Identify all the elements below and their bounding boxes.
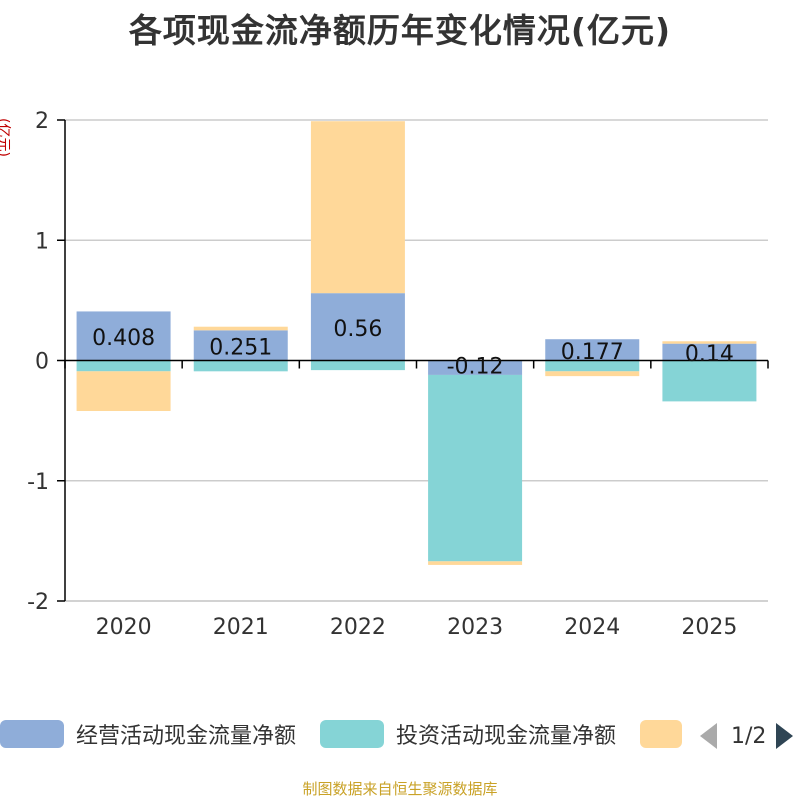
bar-investing-2022[interactable] [310, 360, 405, 371]
y-tick-label: -2 [27, 590, 49, 615]
x-tick-label: 2024 [564, 615, 620, 640]
y-tick-label: 2 [35, 109, 49, 134]
x-tick-label: 2021 [213, 615, 269, 640]
legend-swatch-investing [320, 720, 384, 748]
legend-swatch-financing [640, 720, 682, 748]
chart-area: -2 -1 0 1 2 2020 2021 2022 2023 2024 2025 0.408 0.2… [27, 109, 769, 640]
y-tick-label: 1 [35, 229, 49, 254]
bar-financing-2022[interactable] [310, 121, 405, 294]
bar-financing-2025[interactable] [662, 341, 757, 344]
legend: 经营活动现金流量净额 投资活动现金流量净额 1/2 [0, 716, 800, 756]
bar-investing-2021[interactable] [193, 360, 288, 372]
bar-investing-2023[interactable] [428, 374, 523, 562]
pager-prev-icon[interactable] [700, 723, 717, 749]
bar-operating-2020[interactable] [76, 311, 171, 361]
bar-financing-2021[interactable] [193, 326, 288, 331]
bar-operating-2023[interactable] [428, 360, 523, 375]
legend-item-financing[interactable] [640, 716, 682, 752]
bar-operating-2024[interactable] [545, 339, 640, 361]
data-label-operating: 0.56 [333, 317, 382, 342]
chart-title: 各项现金流净额历年变化情况(亿元) [128, 11, 672, 50]
pager-next-icon[interactable] [776, 723, 794, 749]
legend-pager: 1/2 [700, 718, 794, 754]
pager-text: 1/2 [731, 723, 767, 749]
source-note: 制图数据来自恒生聚源数据库 [302, 780, 498, 798]
x-tick-label: 2023 [447, 615, 503, 640]
bars [76, 121, 757, 565]
y-tick-label: 0 [35, 350, 49, 375]
y-tick-label: -1 [27, 470, 49, 495]
x-tick-label: 2020 [96, 615, 152, 640]
data-label-operating: -0.12 [447, 355, 504, 380]
grid-lines [65, 119, 768, 602]
x-tick-label: 2022 [330, 615, 386, 640]
data-labels: 0.408 0.251 0.56 -0.12 0.177 0.14 [92, 317, 734, 380]
bar-investing-2024[interactable] [545, 360, 640, 372]
bar-financing-2023[interactable] [428, 561, 523, 565]
bar-financing-2024[interactable] [545, 371, 640, 377]
bar-investing-2025[interactable] [662, 360, 757, 402]
x-tick-label: 2025 [681, 615, 737, 640]
legend-label-operating: 经营活动现金流量净额 [76, 724, 297, 749]
bar-investing-2020[interactable] [76, 360, 171, 372]
legend-item-investing[interactable]: 投资活动现金流量净额 [320, 716, 616, 752]
data-label-operating: 0.177 [561, 340, 624, 365]
bar-operating-2025[interactable] [662, 343, 757, 361]
bar-operating-2022[interactable] [310, 293, 405, 361]
bar-operating-2021[interactable] [193, 330, 288, 361]
data-label-operating: 0.408 [92, 326, 155, 351]
data-label-operating: 0.14 [685, 342, 734, 367]
legend-swatch-operating [0, 720, 64, 748]
bar-financing-2020[interactable] [76, 371, 171, 412]
data-label-operating: 0.251 [209, 335, 272, 360]
legend-item-operating[interactable]: 经营活动现金流量净额 [0, 716, 296, 752]
legend-label-investing: 投资活动现金流量净额 [396, 724, 617, 749]
axes: -2 -1 0 1 2 2020 2021 2022 2023 2024 2025 [27, 109, 769, 640]
